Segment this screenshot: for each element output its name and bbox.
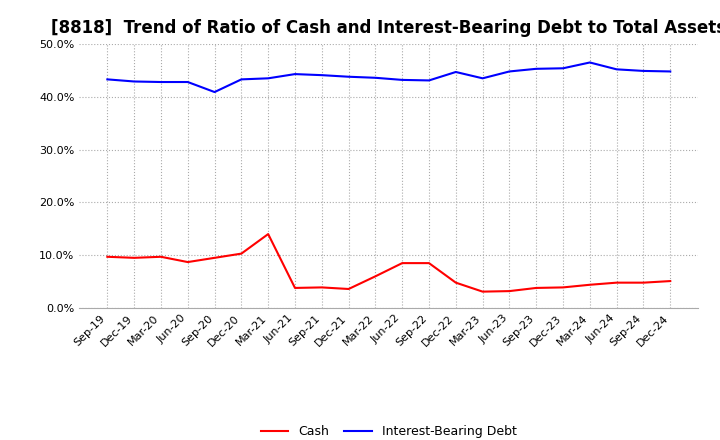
- Cash: [532, 285, 541, 290]
- Cash: [103, 254, 112, 260]
- Interest-Bearing Debt: [559, 66, 567, 71]
- Cash: [639, 280, 648, 285]
- Cash: [612, 280, 621, 285]
- Cash: [425, 260, 433, 266]
- Interest-Bearing Debt: [184, 79, 192, 84]
- Interest-Bearing Debt: [264, 76, 272, 81]
- Cash: [237, 251, 246, 256]
- Interest-Bearing Debt: [398, 77, 407, 83]
- Cash: [291, 285, 300, 290]
- Cash: [344, 286, 353, 292]
- Interest-Bearing Debt: [666, 69, 675, 74]
- Interest-Bearing Debt: [532, 66, 541, 71]
- Cash: [264, 231, 272, 237]
- Interest-Bearing Debt: [103, 77, 112, 82]
- Cash: [666, 279, 675, 284]
- Interest-Bearing Debt: [478, 76, 487, 81]
- Legend: Cash, Interest-Bearing Debt: Cash, Interest-Bearing Debt: [261, 425, 517, 438]
- Interest-Bearing Debt: [639, 68, 648, 73]
- Interest-Bearing Debt: [157, 79, 166, 84]
- Interest-Bearing Debt: [585, 60, 594, 65]
- Interest-Bearing Debt: [505, 69, 514, 74]
- Cash: [318, 285, 326, 290]
- Interest-Bearing Debt: [237, 77, 246, 82]
- Interest-Bearing Debt: [318, 73, 326, 78]
- Interest-Bearing Debt: [130, 79, 138, 84]
- Cash: [478, 289, 487, 294]
- Line: Interest-Bearing Debt: Interest-Bearing Debt: [107, 62, 670, 92]
- Cash: [371, 274, 379, 279]
- Interest-Bearing Debt: [451, 70, 460, 75]
- Title: [8818]  Trend of Ratio of Cash and Interest-Bearing Debt to Total Assets: [8818] Trend of Ratio of Cash and Intere…: [51, 19, 720, 37]
- Interest-Bearing Debt: [344, 74, 353, 79]
- Interest-Bearing Debt: [210, 89, 219, 95]
- Interest-Bearing Debt: [425, 78, 433, 83]
- Cash: [210, 255, 219, 260]
- Cash: [585, 282, 594, 287]
- Interest-Bearing Debt: [291, 71, 300, 77]
- Line: Cash: Cash: [107, 234, 670, 292]
- Cash: [157, 254, 166, 260]
- Cash: [398, 260, 407, 266]
- Cash: [184, 260, 192, 265]
- Interest-Bearing Debt: [371, 75, 379, 81]
- Cash: [505, 289, 514, 294]
- Interest-Bearing Debt: [612, 67, 621, 72]
- Cash: [130, 255, 138, 260]
- Cash: [451, 280, 460, 285]
- Cash: [559, 285, 567, 290]
